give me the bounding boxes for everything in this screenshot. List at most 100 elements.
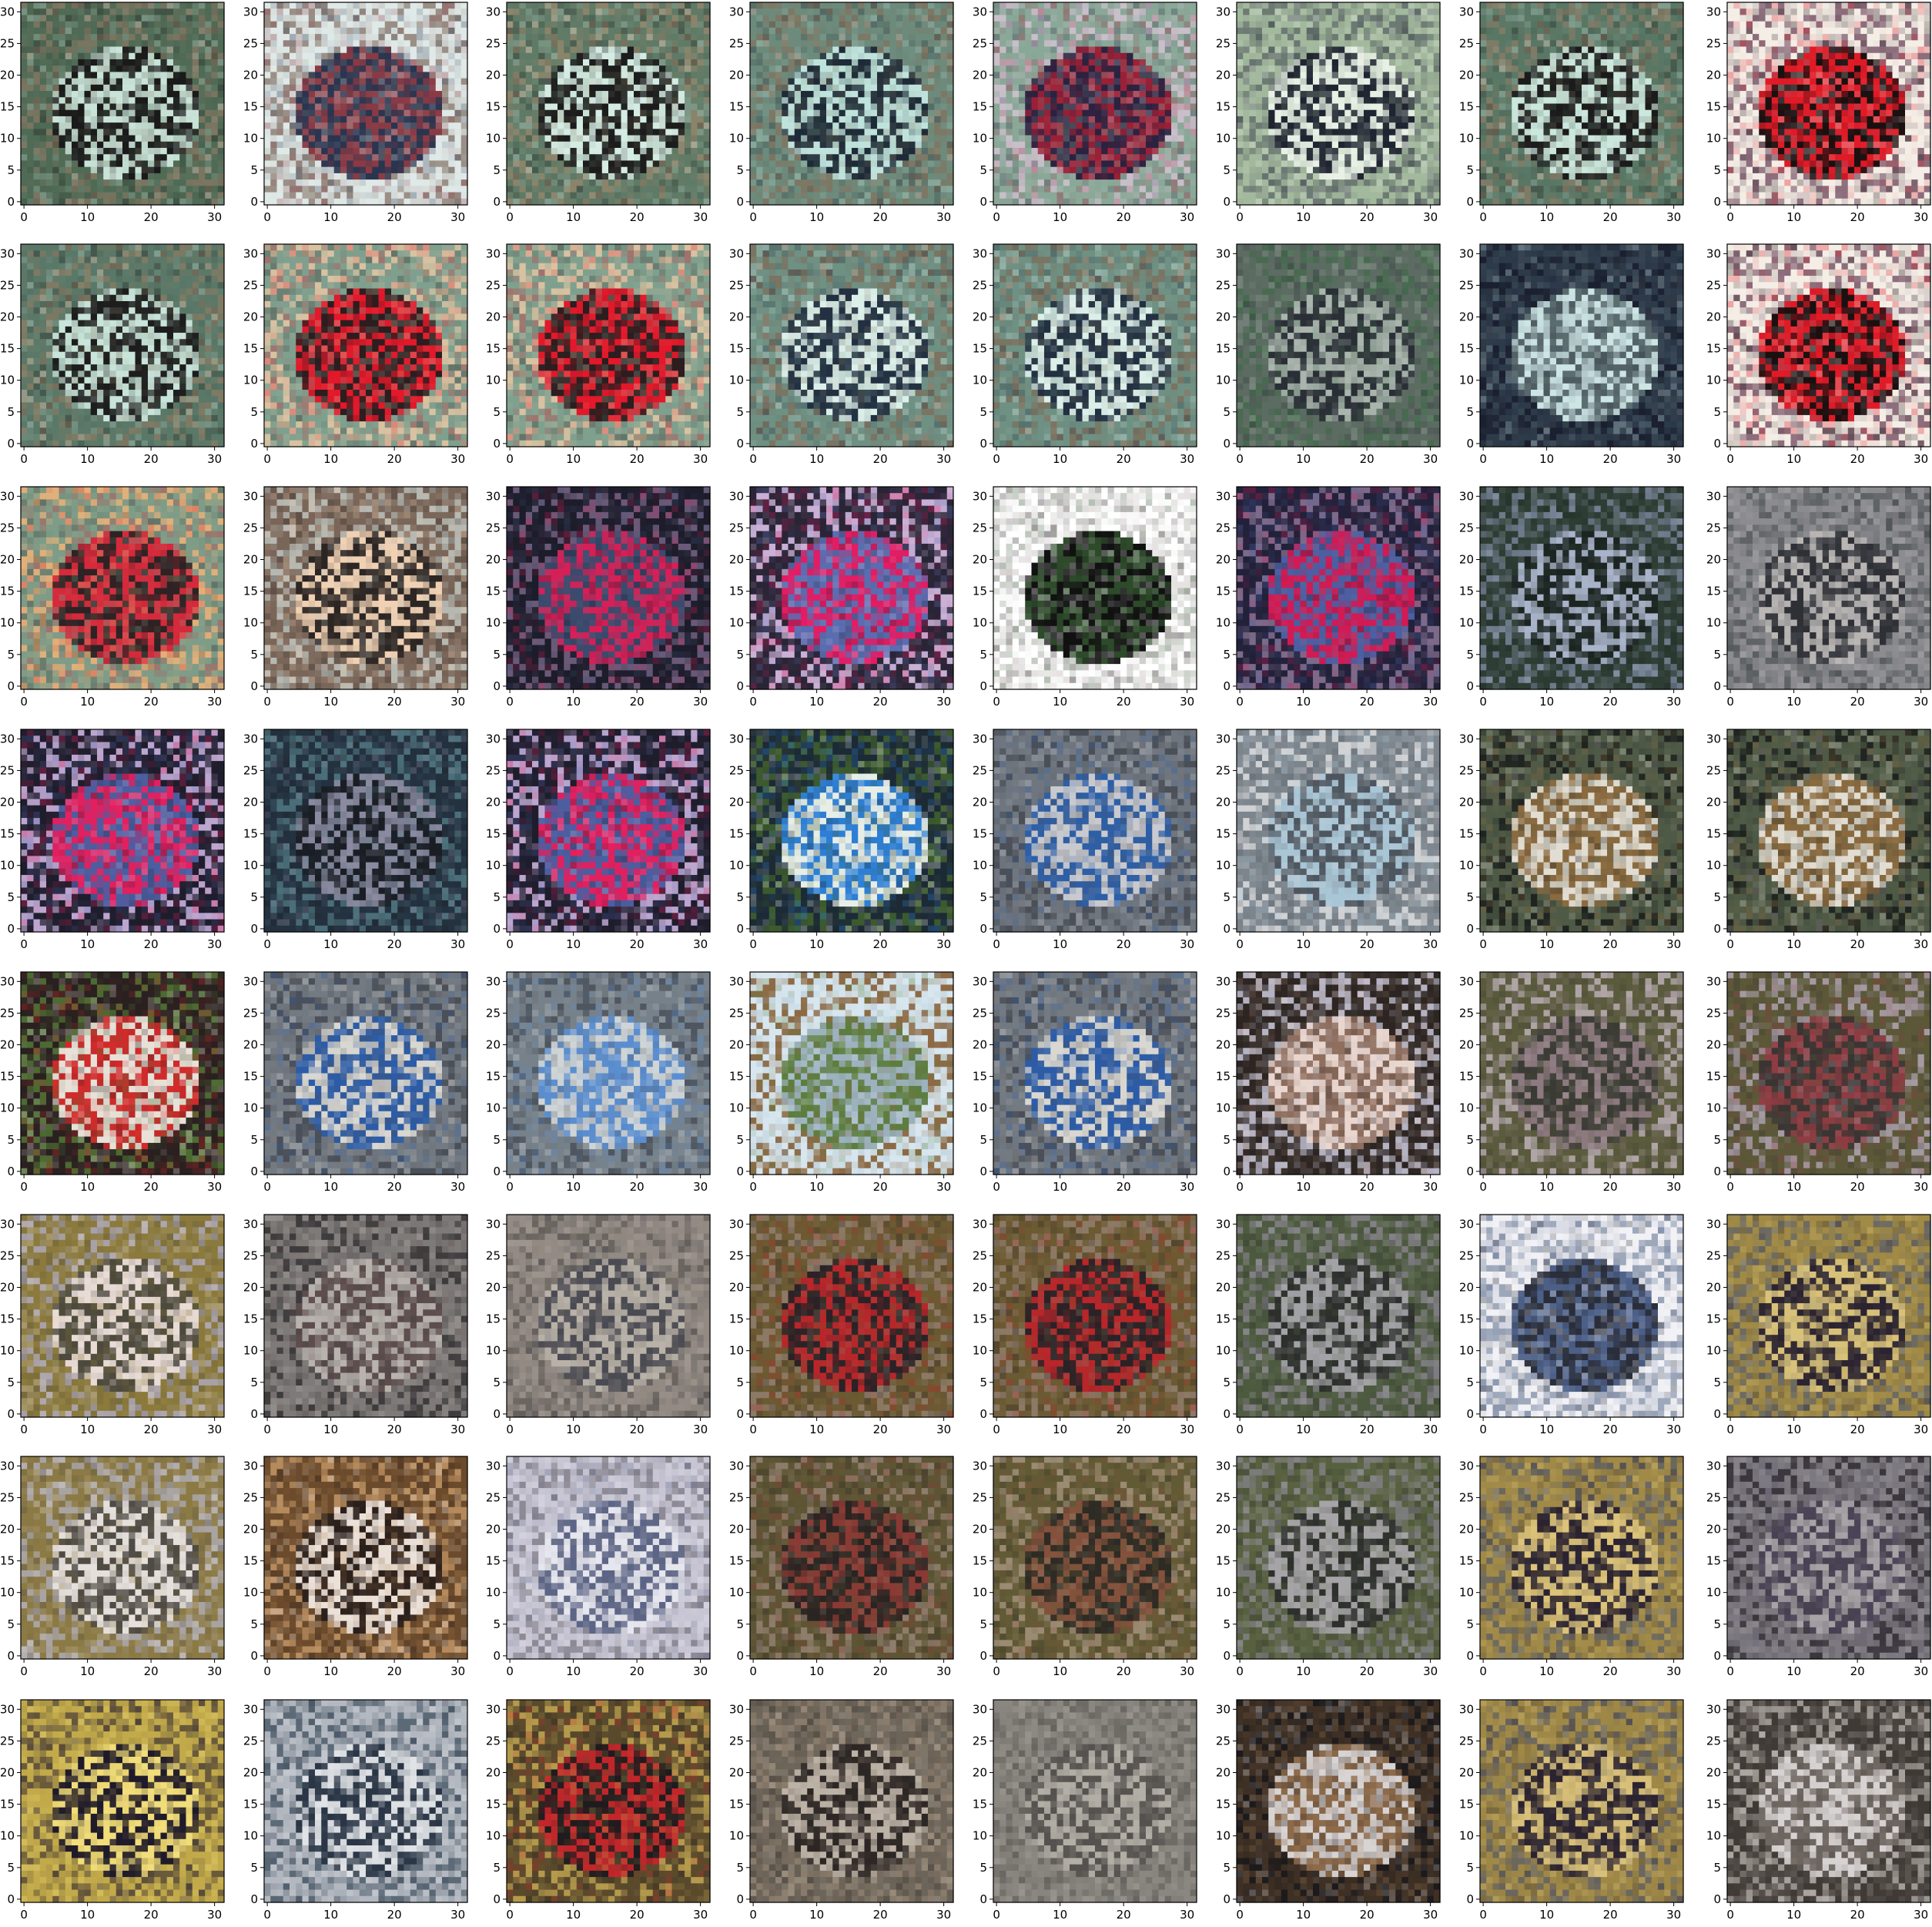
generated-image <box>1480 1215 1684 1418</box>
x-tick-label: 0 <box>1726 695 1734 709</box>
y-tick-label: 10 <box>1459 132 1474 146</box>
x-tick-label: 0 <box>1479 1664 1487 1678</box>
x-tick-label: 30 <box>936 210 951 224</box>
y-tick-label: 0 <box>250 437 258 451</box>
x-tick-label: 30 <box>693 695 708 709</box>
generated-image <box>264 1215 468 1418</box>
y-tick-label: 0 <box>736 195 744 209</box>
x-tick-label: 10 <box>809 695 824 709</box>
x-tick-label: 0 <box>1479 695 1487 709</box>
x-tick-label: 20 <box>144 1664 159 1678</box>
generated-image <box>1480 244 1684 447</box>
y-tick-label: 25 <box>973 1490 987 1504</box>
x-tick-label: 30 <box>936 937 951 951</box>
y-tick-label: 15 <box>243 100 258 114</box>
x-tick-label: 10 <box>1296 695 1311 709</box>
y-tick-label: 25 <box>729 521 744 535</box>
generated-image <box>1237 729 1441 933</box>
y-tick-label: 10 <box>0 132 15 146</box>
y-tick-label: 0 <box>493 1892 501 1906</box>
x-tick-label: 0 <box>1479 210 1487 224</box>
generated-image <box>21 487 225 690</box>
y-tick-label: 30 <box>0 1217 15 1231</box>
x-tick-label: 0 <box>506 1180 514 1194</box>
y-tick-label: 10 <box>1459 859 1474 873</box>
y-tick-label: 10 <box>486 859 501 873</box>
y-tick-label: 0 <box>979 437 987 451</box>
y-tick-label: 20 <box>1706 553 1721 567</box>
y-tick-label: 25 <box>486 763 501 777</box>
y-tick-label: 5 <box>1223 1861 1231 1875</box>
x-tick-label: 10 <box>1296 1908 1311 1922</box>
x-tick-label: 10 <box>566 210 581 224</box>
y-tick-label: 25 <box>0 763 15 777</box>
x-tick-label: 20 <box>1850 937 1865 951</box>
x-tick-label: 10 <box>323 452 338 466</box>
y-tick-label: 20 <box>1706 310 1721 324</box>
y-tick-label: 5 <box>1713 1861 1721 1875</box>
x-tick-label: 20 <box>630 1423 645 1436</box>
x-tick-label: 30 <box>1423 210 1438 224</box>
y-tick-label: 5 <box>493 1617 501 1631</box>
y-tick-label: 5 <box>250 405 258 419</box>
generated-image <box>993 1700 1197 1903</box>
y-tick-label: 0 <box>1713 1165 1721 1178</box>
y-tick-label: 5 <box>250 890 258 904</box>
x-tick-label: 0 <box>20 210 28 224</box>
x-tick-label: 30 <box>1914 1664 1928 1678</box>
y-tick-label: 0 <box>1466 679 1474 693</box>
y-tick-label: 10 <box>729 616 744 630</box>
x-tick-label: 30 <box>1914 1908 1928 1922</box>
y-tick-label: 25 <box>0 1248 15 1262</box>
x-tick-label: 20 <box>1360 1423 1374 1436</box>
y-tick-label: 25 <box>1706 36 1721 50</box>
x-tick-label: 10 <box>323 210 338 224</box>
x-tick-label: 10 <box>80 937 95 951</box>
y-tick-label: 10 <box>729 1586 744 1600</box>
y-tick-label: 15 <box>729 1070 744 1084</box>
x-tick-label: 0 <box>1236 1180 1244 1194</box>
y-tick-label: 25 <box>973 1006 987 1020</box>
x-tick-label: 30 <box>1914 937 1928 951</box>
y-tick-label: 20 <box>486 553 501 567</box>
x-tick-label: 20 <box>144 210 159 224</box>
y-tick-label: 15 <box>1216 585 1231 598</box>
y-tick-label: 25 <box>973 36 987 50</box>
y-tick-label: 10 <box>729 1344 744 1358</box>
x-tick-label: 30 <box>450 1664 465 1678</box>
x-tick-label: 20 <box>144 452 159 466</box>
x-tick-label: 30 <box>1180 937 1194 951</box>
y-tick-label: 5 <box>1466 1617 1474 1631</box>
x-tick-label: 10 <box>1296 452 1311 466</box>
y-tick-label: 25 <box>1706 763 1721 777</box>
x-tick-label: 10 <box>323 1180 338 1194</box>
y-tick-label: 20 <box>973 796 987 809</box>
x-tick-label: 10 <box>80 452 95 466</box>
y-tick-label: 25 <box>1216 36 1231 50</box>
x-tick-label: 20 <box>144 1908 159 1922</box>
x-tick-label: 20 <box>1117 1423 1131 1436</box>
y-tick-label: 10 <box>486 1829 501 1843</box>
y-tick-label: 20 <box>1216 1281 1231 1295</box>
y-tick-label: 15 <box>0 1070 15 1084</box>
y-tick-label: 15 <box>1706 1312 1721 1326</box>
